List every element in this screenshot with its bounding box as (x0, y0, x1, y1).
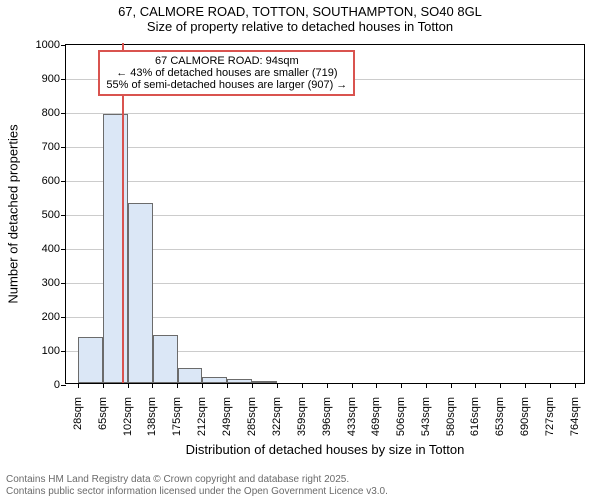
footer-attribution: Contains HM Land Registry data © Crown c… (6, 474, 388, 498)
annotation-line: 67 CALMORE ROAD: 94sqm (106, 55, 347, 67)
y-axis-label: Number of detached properties (6, 124, 21, 303)
x-axis-label: Distribution of detached houses by size … (65, 442, 585, 457)
x-tick-mark (128, 383, 129, 388)
x-tick-mark (227, 383, 228, 388)
x-tick-mark (177, 383, 178, 388)
x-tick-mark (78, 383, 79, 388)
plot-area: 0100200300400500600700800900100067 CALMO… (65, 44, 585, 384)
x-tick-mark (152, 383, 153, 388)
x-tick-mark (202, 383, 203, 388)
histogram-bar (178, 368, 203, 383)
gridline (66, 181, 584, 182)
x-tick-mark (575, 383, 576, 388)
histogram-bar (227, 379, 252, 383)
histogram-bar (78, 337, 103, 383)
chart-title: 67, CALMORE ROAD, TOTTON, SOUTHAMPTON, S… (0, 4, 600, 34)
title-line-1: 67, CALMORE ROAD, TOTTON, SOUTHAMPTON, S… (0, 4, 600, 19)
gridline (66, 147, 584, 148)
x-tick-mark (327, 383, 328, 388)
chart-root: 67, CALMORE ROAD, TOTTON, SOUTHAMPTON, S… (0, 0, 600, 500)
y-tick-mark (61, 181, 66, 182)
histogram-bar (128, 203, 153, 383)
x-tick-label: 506sqm (395, 397, 407, 436)
x-tick-label: 322sqm (271, 397, 283, 436)
x-tick-label: 616sqm (469, 397, 481, 436)
x-tick-label: 543sqm (420, 397, 432, 436)
x-tick-mark (352, 383, 353, 388)
annotation-line: ← 43% of detached houses are smaller (71… (106, 67, 347, 79)
y-tick-mark (61, 249, 66, 250)
footer-line-1: Contains HM Land Registry data © Crown c… (6, 474, 388, 486)
x-tick-mark (525, 383, 526, 388)
histogram-bar (202, 377, 227, 383)
x-tick-mark (475, 383, 476, 388)
histogram-bar (252, 381, 277, 383)
x-tick-mark (550, 383, 551, 388)
x-tick-label: 396sqm (321, 397, 333, 436)
x-tick-label: 653sqm (494, 397, 506, 436)
y-tick-mark (61, 215, 66, 216)
x-tick-label: 28sqm (72, 397, 84, 430)
footer-line-2: Contains public sector information licen… (6, 486, 388, 498)
x-tick-mark (451, 383, 452, 388)
x-tick-label: 764sqm (569, 397, 581, 436)
x-tick-mark (401, 383, 402, 388)
x-tick-mark (252, 383, 253, 388)
annotation-box: 67 CALMORE ROAD: 94sqm← 43% of detached … (98, 50, 355, 96)
x-tick-label: 249sqm (221, 397, 233, 436)
x-tick-label: 359sqm (296, 397, 308, 436)
x-tick-label: 102sqm (122, 397, 134, 436)
y-tick-mark (61, 317, 66, 318)
x-tick-mark (426, 383, 427, 388)
y-tick-mark (61, 45, 66, 46)
x-tick-label: 469sqm (370, 397, 382, 436)
annotation-line: 55% of semi-detached houses are larger (… (106, 79, 347, 91)
x-tick-label: 580sqm (445, 397, 457, 436)
x-tick-label: 727sqm (544, 397, 556, 436)
y-tick-mark (61, 283, 66, 284)
x-tick-mark (103, 383, 104, 388)
y-tick-mark (61, 385, 66, 386)
y-tick-mark (61, 147, 66, 148)
x-tick-mark (376, 383, 377, 388)
gridline (66, 113, 584, 114)
x-tick-mark (277, 383, 278, 388)
x-tick-label: 690sqm (519, 397, 531, 436)
y-tick-mark (61, 351, 66, 352)
y-tick-mark (61, 79, 66, 80)
x-tick-label: 65sqm (97, 397, 109, 430)
histogram-bar (103, 114, 128, 383)
x-tick-label: 285sqm (246, 397, 258, 436)
x-tick-mark (500, 383, 501, 388)
y-tick-mark (61, 113, 66, 114)
title-line-2: Size of property relative to detached ho… (0, 19, 600, 34)
x-tick-label: 433sqm (346, 397, 358, 436)
x-tick-label: 175sqm (171, 397, 183, 436)
x-tick-label: 212sqm (196, 397, 208, 436)
x-tick-mark (302, 383, 303, 388)
x-tick-label: 138sqm (146, 397, 158, 436)
histogram-bar (153, 335, 178, 383)
